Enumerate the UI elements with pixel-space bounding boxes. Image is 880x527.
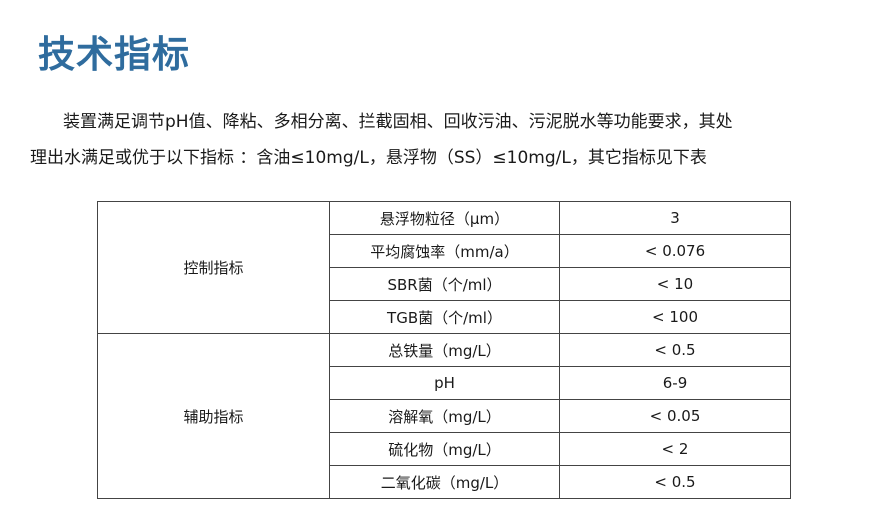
table-row: 控制指标 悬浮物粒径（μm） 3 — [97, 201, 791, 334]
table-row: pH 6-9 — [98, 366, 791, 400]
table-row: TGB菌（个/ml） < 100 — [98, 300, 791, 334]
indicator-name: 硫化物（mg/L） — [329, 432, 560, 466]
indicator-value: < 100 — [559, 300, 791, 334]
indicator-value: 3 — [559, 201, 791, 235]
table-row: 硫化物（mg/L） < 2 — [98, 432, 791, 466]
indicator-value: < 0.5 — [559, 465, 791, 499]
indicator-name: SBR菌（个/ml） — [329, 267, 560, 301]
indicator-name: 总铁量（mg/L） — [329, 333, 560, 367]
indicator-value: < 10 — [559, 267, 791, 301]
table-row: 平均腐蚀率（mm/a） < 0.076 — [98, 234, 791, 268]
table-row: 二氧化碳（mg/L） < 0.5 — [98, 465, 791, 499]
group-label: 控制指标 — [97, 201, 330, 334]
indicator-value: < 0.05 — [559, 399, 791, 433]
indicator-value: < 0.5 — [559, 333, 791, 367]
table-row: SBR菌（个/ml） < 10 — [98, 267, 791, 301]
paragraph-line-2: 理出水满足或优于以下指标 ：含油≤10mg/L，悬浮物（SS）≤10mg/L，其… — [30, 148, 707, 168]
table-row: 溶解氧（mg/L） < 0.05 — [98, 399, 791, 433]
indicator-name: 溶解氧（mg/L） — [329, 399, 560, 433]
indicator-name: pH — [329, 366, 560, 400]
page-title: 技术指标 — [38, 33, 190, 76]
indicator-value: 6-9 — [559, 366, 791, 400]
indicator-name: 平均腐蚀率（mm/a） — [329, 234, 560, 268]
group-label: 辅助指标 — [97, 333, 330, 499]
indicator-value: < 2 — [559, 432, 791, 466]
indicator-value: < 0.076 — [559, 234, 791, 268]
indicator-name: TGB菌（个/ml） — [329, 300, 560, 334]
paragraph-line-1: 装置满足调节pH值、降粘、多相分离、拦截固相、回收污油、污泥脱水等功能要求，其处 — [63, 112, 733, 132]
spec-table: 控制指标 悬浮物粒径（μm） 3 平均腐蚀率（mm/a） < 0.076 SBR… — [97, 201, 791, 499]
indicator-name: 二氧化碳（mg/L） — [329, 465, 560, 499]
intro-paragraph: 装置满足调节pH值、降粘、多相分离、拦截固相、回收污油、污泥脱水等功能要求，其处… — [30, 104, 860, 176]
indicator-name: 悬浮物粒径（μm） — [329, 201, 560, 235]
table-row: 辅助指标 总铁量（mg/L） < 0.5 — [97, 333, 791, 499]
